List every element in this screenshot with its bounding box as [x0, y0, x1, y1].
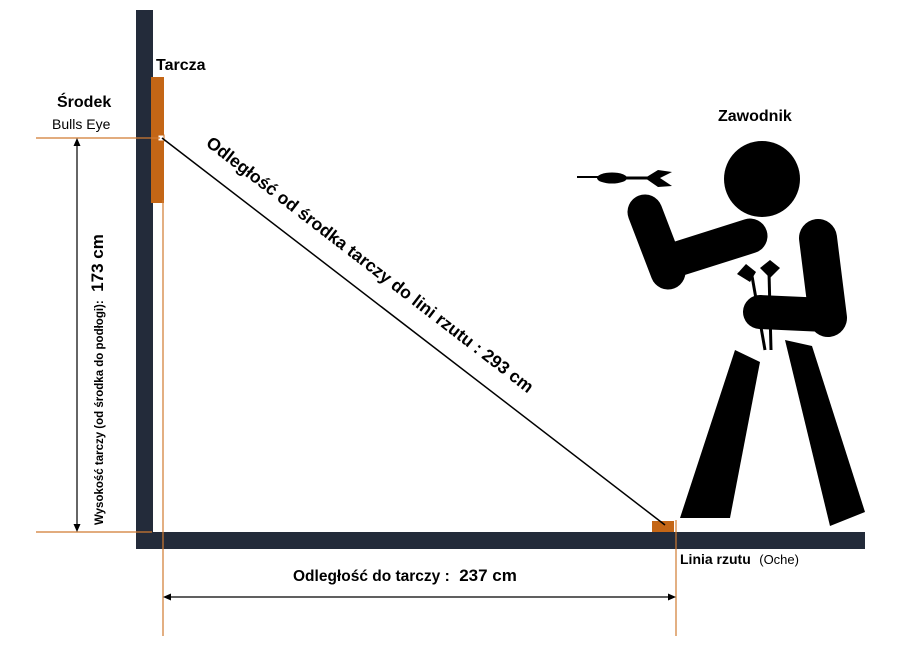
- oche-marker: [652, 521, 674, 532]
- height-label: Wysokość tarczy (od środka do podłogi): …: [88, 234, 107, 525]
- diagonal-label: Odległość od środka tarczy do lini rzutu…: [203, 132, 538, 396]
- player-left-leg: [680, 350, 760, 518]
- distance-label-text: Odległość do tarczy :: [293, 568, 450, 585]
- height-label-text: Wysokość tarczy (od środka do podłogi):: [94, 300, 106, 525]
- oche-label-normal: (Oche): [759, 552, 799, 567]
- oche-label: Linia rzutu (Oche): [680, 551, 799, 568]
- oche-label-bold: Linia rzutu: [680, 551, 751, 567]
- distance-label: Odległość do tarczy : 237 cm: [293, 566, 517, 585]
- distance-value: 237 cm: [459, 566, 517, 585]
- height-arrow-bottom: [73, 524, 81, 532]
- distance-arrow-left: [163, 593, 171, 601]
- flying-dart: [577, 170, 672, 187]
- center-subtitle: Bulls Eye: [52, 116, 111, 132]
- height-arrow-top: [73, 138, 81, 146]
- wall: [136, 10, 153, 548]
- held-dart-shaft-2: [767, 271, 773, 351]
- player-right-leg: [785, 340, 865, 526]
- held-dart-flight-2: [760, 260, 780, 278]
- player-throwing-forearm: [650, 218, 768, 280]
- board-label: Tarcza: [156, 57, 206, 74]
- height-value: 173 cm: [88, 234, 107, 292]
- center-title: Środek: [57, 92, 111, 111]
- flying-dart-barrel: [597, 172, 627, 184]
- player-head: [724, 141, 800, 217]
- distance-arrow-right: [668, 593, 676, 601]
- held-dart-shaft-1: [750, 275, 767, 351]
- player-figure: [627, 141, 865, 526]
- floor: [136, 532, 865, 549]
- diagonal-line: [161, 137, 666, 526]
- player-label: Zawodnik: [718, 108, 792, 125]
- held-dart-flight-1: [737, 264, 756, 282]
- flying-dart-flight: [645, 170, 672, 187]
